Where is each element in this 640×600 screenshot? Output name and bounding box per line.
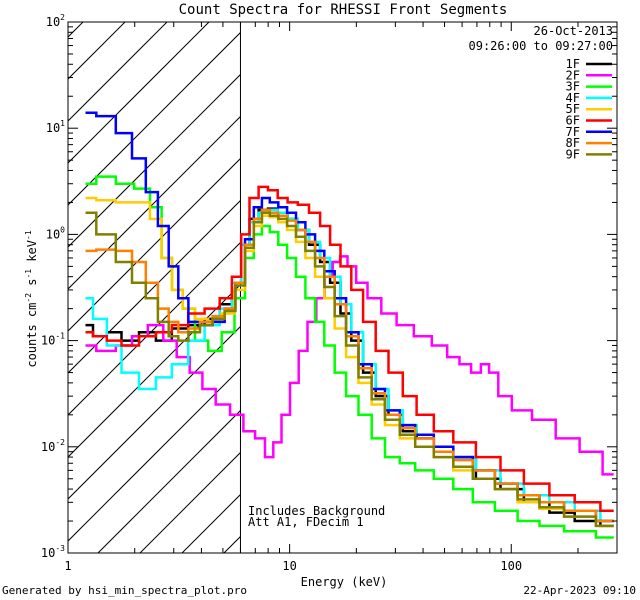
plot-frame <box>67 21 618 554</box>
hatch-line <box>139 451 241 553</box>
y-tick-label: 10-1 <box>41 332 65 348</box>
y-tick-label: 10-2 <box>41 438 65 454</box>
annotation-background: Includes Background <box>248 504 385 518</box>
x-tick-label: 1 <box>64 559 71 573</box>
hatch-line <box>68 199 241 374</box>
y-tick-label: 101 <box>46 119 65 135</box>
hatch-line <box>68 22 168 122</box>
x-tick-label: 10 <box>282 559 296 573</box>
legend-label-5F: 5F <box>566 102 580 116</box>
y-tick-base: 10 <box>41 334 55 348</box>
y-tick-base: 10 <box>46 121 60 135</box>
y-tick-base: 10 <box>41 546 55 560</box>
footer-timestamp: 22-Apr-2023 09:10 <box>523 584 636 597</box>
y-label-base: counts cm <box>25 303 39 368</box>
legend-label-1F: 1F <box>566 57 580 71</box>
legend-label-6F: 6F <box>566 114 580 128</box>
legend-label-4F: 4F <box>566 91 580 105</box>
series-group <box>85 111 614 539</box>
y-tick-label: 10-3 <box>41 544 65 560</box>
y-tick-label: 100 <box>46 225 65 241</box>
footer-generated: Generated by hsi_min_spectra_plot.pro <box>2 584 247 597</box>
hatched-region <box>68 22 241 553</box>
y-tick-exp: 2 <box>60 13 65 22</box>
y-tick-label: 102 <box>46 13 65 29</box>
y-tick-exp: -2 <box>55 438 65 447</box>
y-tick-exp: -1 <box>55 332 65 341</box>
y-tick-base: 10 <box>46 15 60 29</box>
y-axis-label: counts cm-2 s-1 keV-1 <box>24 230 39 367</box>
y-tick-base: 10 <box>46 227 60 241</box>
legend-label-3F: 3F <box>566 80 580 94</box>
legend-label-2F: 2F <box>566 68 580 82</box>
hatch-line <box>97 409 241 553</box>
x-axis-label: Energy (keV) <box>301 575 388 589</box>
series-6F <box>85 185 614 512</box>
y-tick-base: 10 <box>41 440 55 454</box>
y-label-exp1: -2 <box>24 293 33 303</box>
y-label-exp3: -1 <box>24 230 33 240</box>
hatch-line <box>68 157 241 332</box>
hatch-line <box>68 73 241 248</box>
annotation-attenuator: Att A1, FDecim 1 <box>248 515 364 529</box>
legend-label-8F: 8F <box>566 136 580 150</box>
date-label: 26-Oct-2013 <box>534 24 613 38</box>
y-tick-exp: 0 <box>60 225 65 234</box>
time-range-label: 09:26:00 to 09:27:00 <box>469 39 614 53</box>
legend-label-7F: 7F <box>566 125 580 139</box>
hatch-line <box>68 115 241 290</box>
hatch-line <box>68 283 241 458</box>
hatch-line <box>68 31 241 206</box>
chart-title: Count Spectra for RHESSI Front Segments <box>179 2 508 18</box>
series-4F <box>85 208 614 523</box>
x-tick-label: 100 <box>500 559 522 573</box>
series-9F <box>85 211 614 528</box>
y-label-mid2: keV <box>25 240 39 269</box>
hatch-line <box>68 325 241 500</box>
hatch-line <box>68 241 241 416</box>
hatch-line <box>68 367 241 542</box>
y-label-mid1: s <box>25 279 39 293</box>
hatch-line <box>68 22 210 164</box>
y-tick-exp: 1 <box>60 119 65 128</box>
y-tick-exp: -3 <box>55 544 65 553</box>
legend-label-9F: 9F <box>566 147 580 161</box>
series-7F <box>85 111 614 523</box>
y-label-exp2: -1 <box>24 269 33 279</box>
